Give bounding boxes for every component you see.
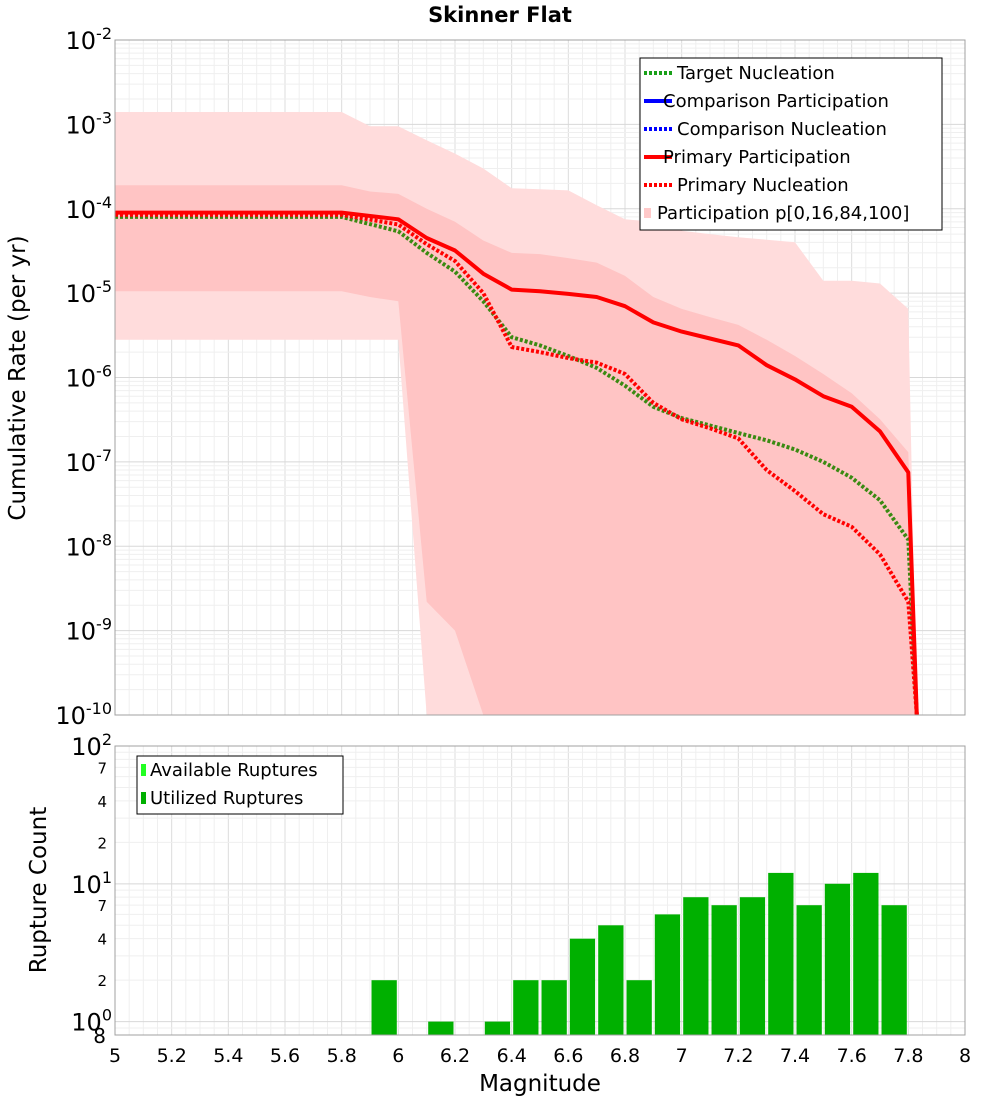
rate-y-tick-labels: 10-2 10-3 10-4 10-5 10-6 10-7 10-8 10-9 10-10 [55,24,112,730]
legend-item-utilized-ruptures: Utilized Ruptures [141,788,303,809]
count-y-tick-label: 100 [71,1006,112,1037]
rate-legend-box [639,57,943,231]
rupture-bar [484,1021,511,1035]
rupture-bar [683,897,709,1035]
count-y-axis-label: Rupture Count [26,807,52,973]
count-y-tick-label: 7 [97,897,107,915]
rupture-bar [796,905,822,1035]
rupture-bar [654,914,681,1035]
rupture-bar [768,872,794,1035]
rate-y-tick-label: 10-5 [66,277,113,308]
legend-item-comparison-nucleation: Comparison Nucleation [644,119,887,140]
count-plot-frame [114,745,966,1036]
x-tick-label: 7.8 [893,1045,923,1067]
legend-label: Comparison Nucleation [677,119,887,140]
rate-y-tick-label: 10-4 [66,193,113,224]
x-tick-label: 8 [959,1045,971,1067]
legend-item-target-nucleation: Target Nucleation [644,63,835,84]
rate-series [115,210,919,716]
count-y-tick-label: 8 [93,1024,106,1048]
legend-label: Comparison Participation [663,91,889,112]
count-y-tick-label: 2 [97,972,107,990]
count-legend: Available Ruptures Utilized Ruptures [136,755,344,815]
count-y-tick-label: 2 [97,834,107,852]
rupture-bar [824,883,851,1035]
rupture-bar [371,980,397,1035]
rupture-bar [853,872,879,1035]
x-tick-labels: 5 5.2 5.4 5.6 5.8 6 6.2 6.4 6.6 6.8 7 7.2 7.4 7.6 7.8 8 [109,1045,971,1067]
rate-y-tick-label: 10-7 [66,446,113,477]
x-tick-label: 6.4 [497,1045,527,1067]
x-tick-label: 5.8 [327,1045,357,1067]
x-tick-label: 6.8 [610,1045,640,1067]
legend-item-available-ruptures: Available Ruptures [141,760,318,781]
rate-y-tick-label: 10-10 [55,699,112,730]
series-line-primary-participation [115,210,919,716]
rate-plot-frame [114,39,966,716]
rupture-bar [626,980,652,1035]
rate-panel: 10-2 10-3 10-4 10-5 10-6 10-7 10-8 10-9 10-10 Cu… [5,24,966,730]
x-tick-label: 7.4 [780,1045,810,1067]
legend-item-participation-p-0-16-84-100-: Participation p[0,16,84,100] [644,203,909,224]
series-line-primary-nucleation [115,212,919,716]
x-tick-label: 6 [392,1045,404,1067]
chart-title: Skinner Flat [428,3,572,27]
count-y-tick-label: 4 [97,931,107,949]
legend-item-primary-participation: Primary Participation [644,147,851,168]
rate-y-tick-label: 10-2 [66,24,113,55]
count-y-tick-label: 101 [71,868,112,899]
legend-swatch [141,764,146,776]
x-tick-label: 7.6 [837,1045,867,1067]
count-y-tick-label: 102 [71,730,112,761]
x-tick-label: 7.2 [723,1045,753,1067]
legend-label: Participation p[0,16,84,100] [657,203,909,224]
legend-item-comparison-participation: Comparison Participation [644,91,889,112]
legend-swatch [141,792,146,804]
legend-label: Available Ruptures [150,760,318,781]
legend-label: Utilized Ruptures [150,788,303,809]
legend-label: Primary Nucleation [677,175,849,196]
rupture-bar [598,925,624,1035]
participation-band-p16-p84 [115,185,917,715]
rupture-bar [711,905,737,1035]
participation-bands [115,112,917,715]
rupture-bars [371,872,907,1035]
rupture-bar [569,938,596,1035]
x-tick-label: 6.2 [440,1045,470,1067]
x-tick-label: 5.2 [157,1045,187,1067]
rate-y-tick-label: 10-6 [66,362,113,393]
rate-y-tick-label: 10-8 [66,530,113,561]
rate-y-tick-label: 10-3 [66,108,113,139]
count-y-tick-label: 4 [97,793,107,811]
rupture-bar [881,905,907,1035]
rate-y-tick-label: 10-9 [66,615,113,646]
rupture-bar [513,980,539,1035]
rupture-bar [739,897,766,1035]
legend-item-primary-nucleation: Primary Nucleation [644,175,849,196]
legend-swatch [644,208,651,218]
legend-label: Target Nucleation [676,63,835,84]
rate-legend: Target Nucleation Comparison Participatio… [639,57,943,231]
rupture-bar [541,980,567,1035]
x-tick-label: 7 [676,1045,688,1067]
x-tick-label: 6.6 [553,1045,583,1067]
series-line-target-nucleation [115,214,919,716]
x-tick-label: 5 [109,1045,121,1067]
count-y-tick-label: 7 [97,759,107,777]
legend-label: Primary Participation [663,147,851,168]
count-legend-box [136,755,344,815]
x-axis-label: Magnitude [479,1071,601,1097]
x-tick-label: 5.6 [270,1045,300,1067]
rupture-bar [428,1021,454,1035]
x-tick-label: 5.4 [213,1045,243,1067]
rate-y-axis-label: Cumulative Rate (per yr) [5,235,31,520]
